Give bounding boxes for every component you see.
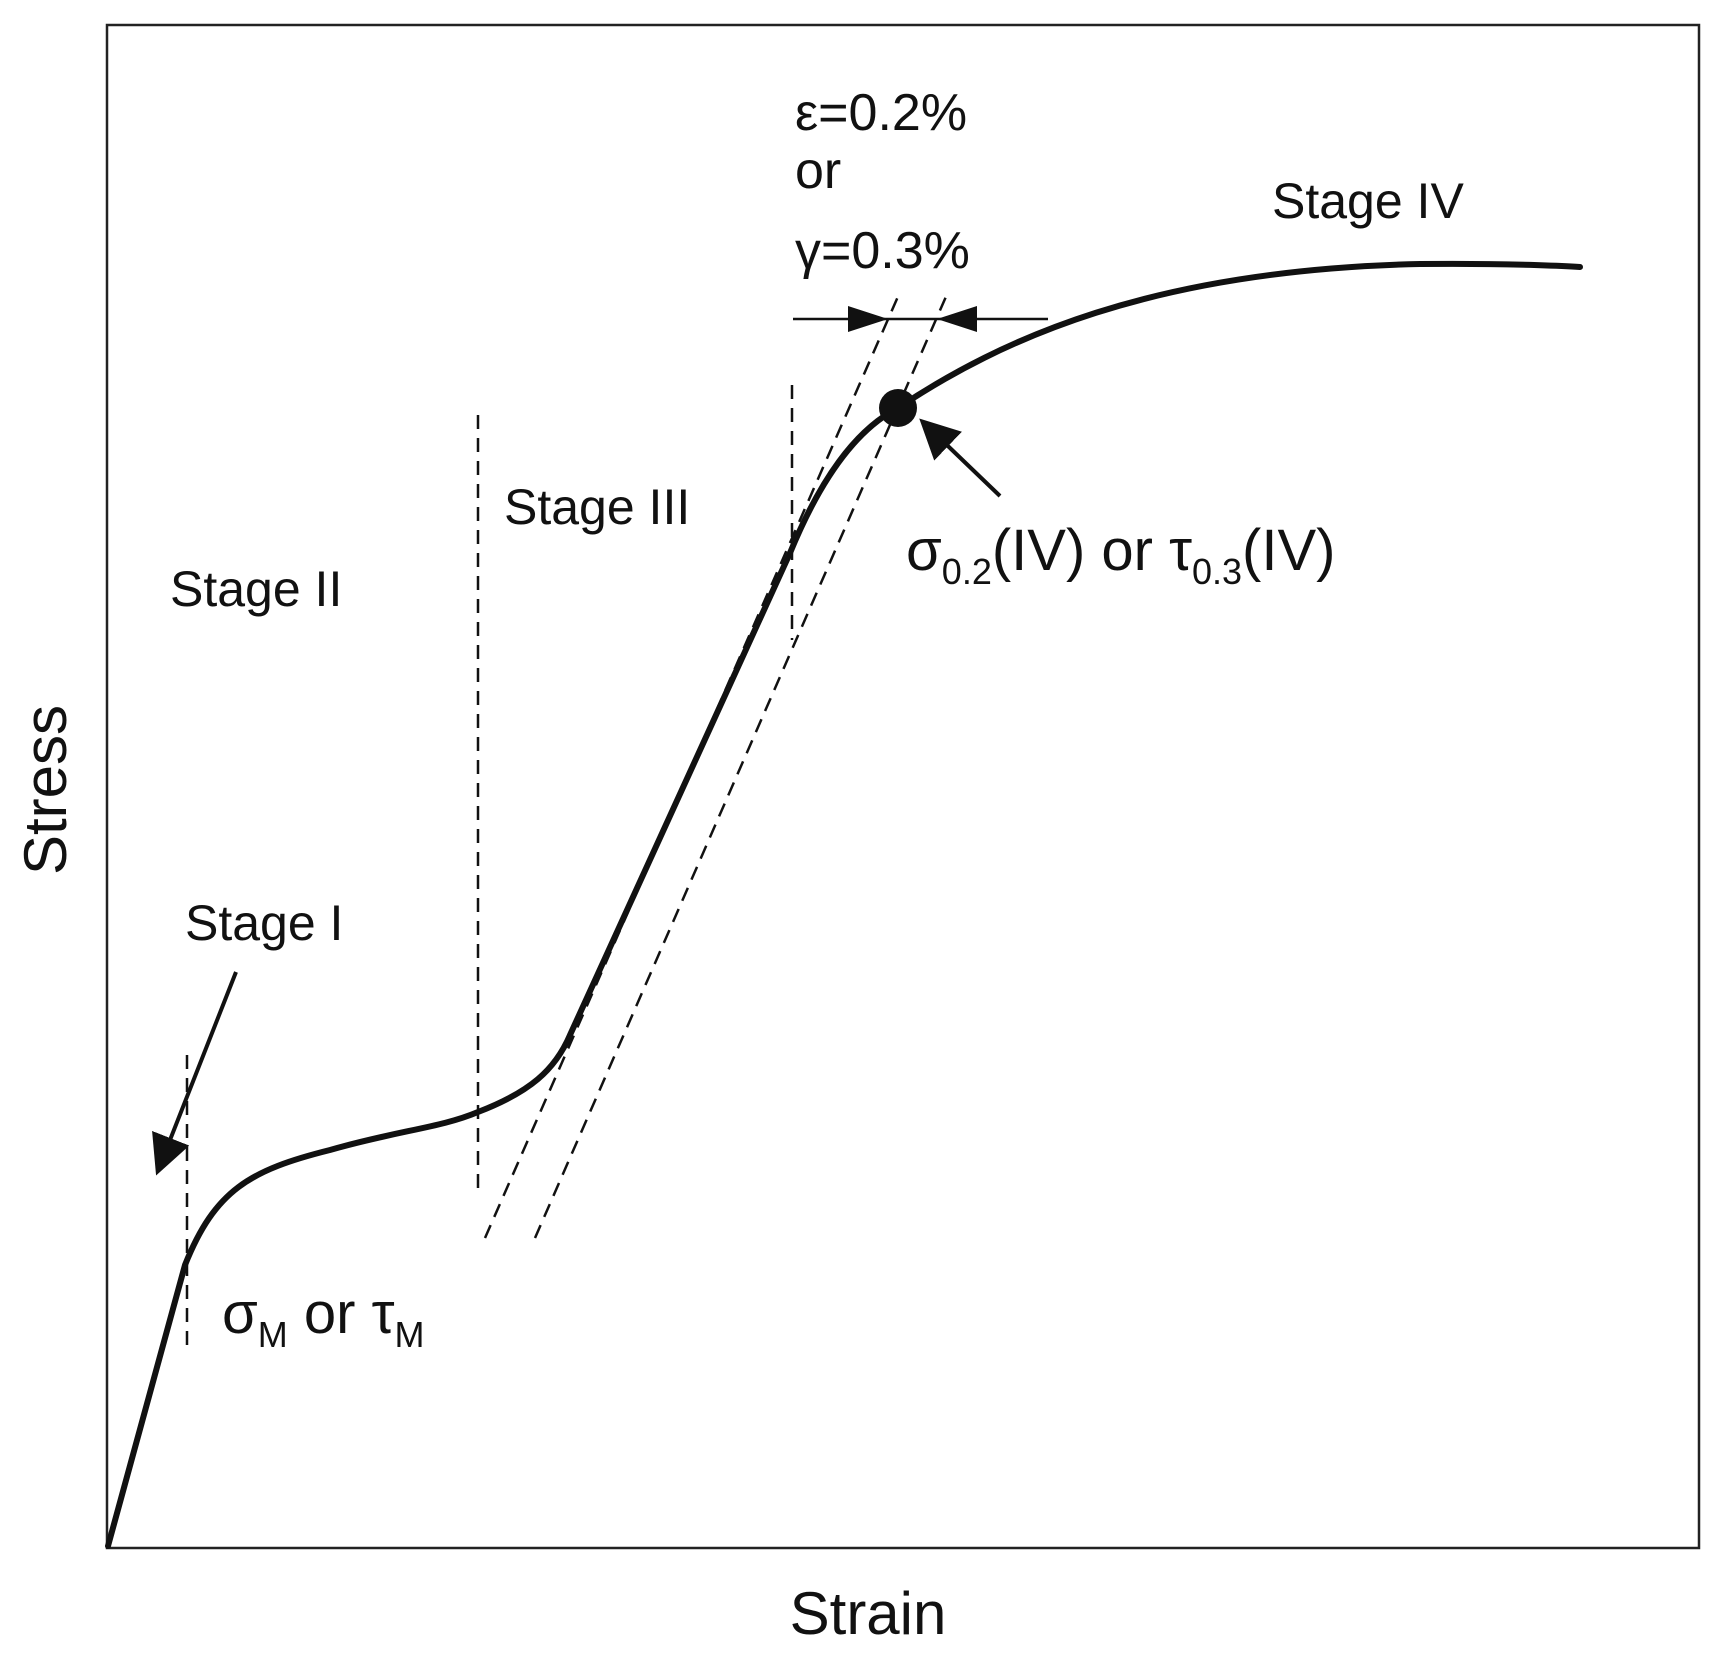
offset-arrow-right-icon	[848, 306, 888, 332]
proof-stress-label: σ0.2(IV) or τ0.3(IV)	[906, 518, 1335, 592]
stress-strain-curve	[105, 260, 1583, 1549]
stage-2-label: Stage II	[170, 561, 342, 617]
x-axis-label: Strain	[790, 1580, 947, 1647]
offset-arrow-left-icon	[937, 306, 977, 332]
proof-stress-point	[879, 389, 917, 427]
stage-1-pointer-arrow	[152, 971, 238, 1176]
stage-3-label: Stage III	[504, 479, 690, 535]
offset-or-label: or	[795, 142, 841, 200]
offset-shear-strain-label: γ=0.3%	[795, 222, 970, 280]
proof-stress-pointer-arrow	[919, 418, 1002, 498]
stage-4-label: Stage IV	[1272, 173, 1464, 229]
offset-line-stage-3	[533, 291, 950, 1239]
critical-stress-label: σM or τM	[222, 1281, 425, 1355]
stage-1-label: Stage I	[185, 895, 343, 951]
offset-strain-label: ε=0.2%	[795, 84, 967, 142]
y-axis-label: Stress	[12, 705, 79, 875]
plot-frame	[105, 23, 1701, 1550]
